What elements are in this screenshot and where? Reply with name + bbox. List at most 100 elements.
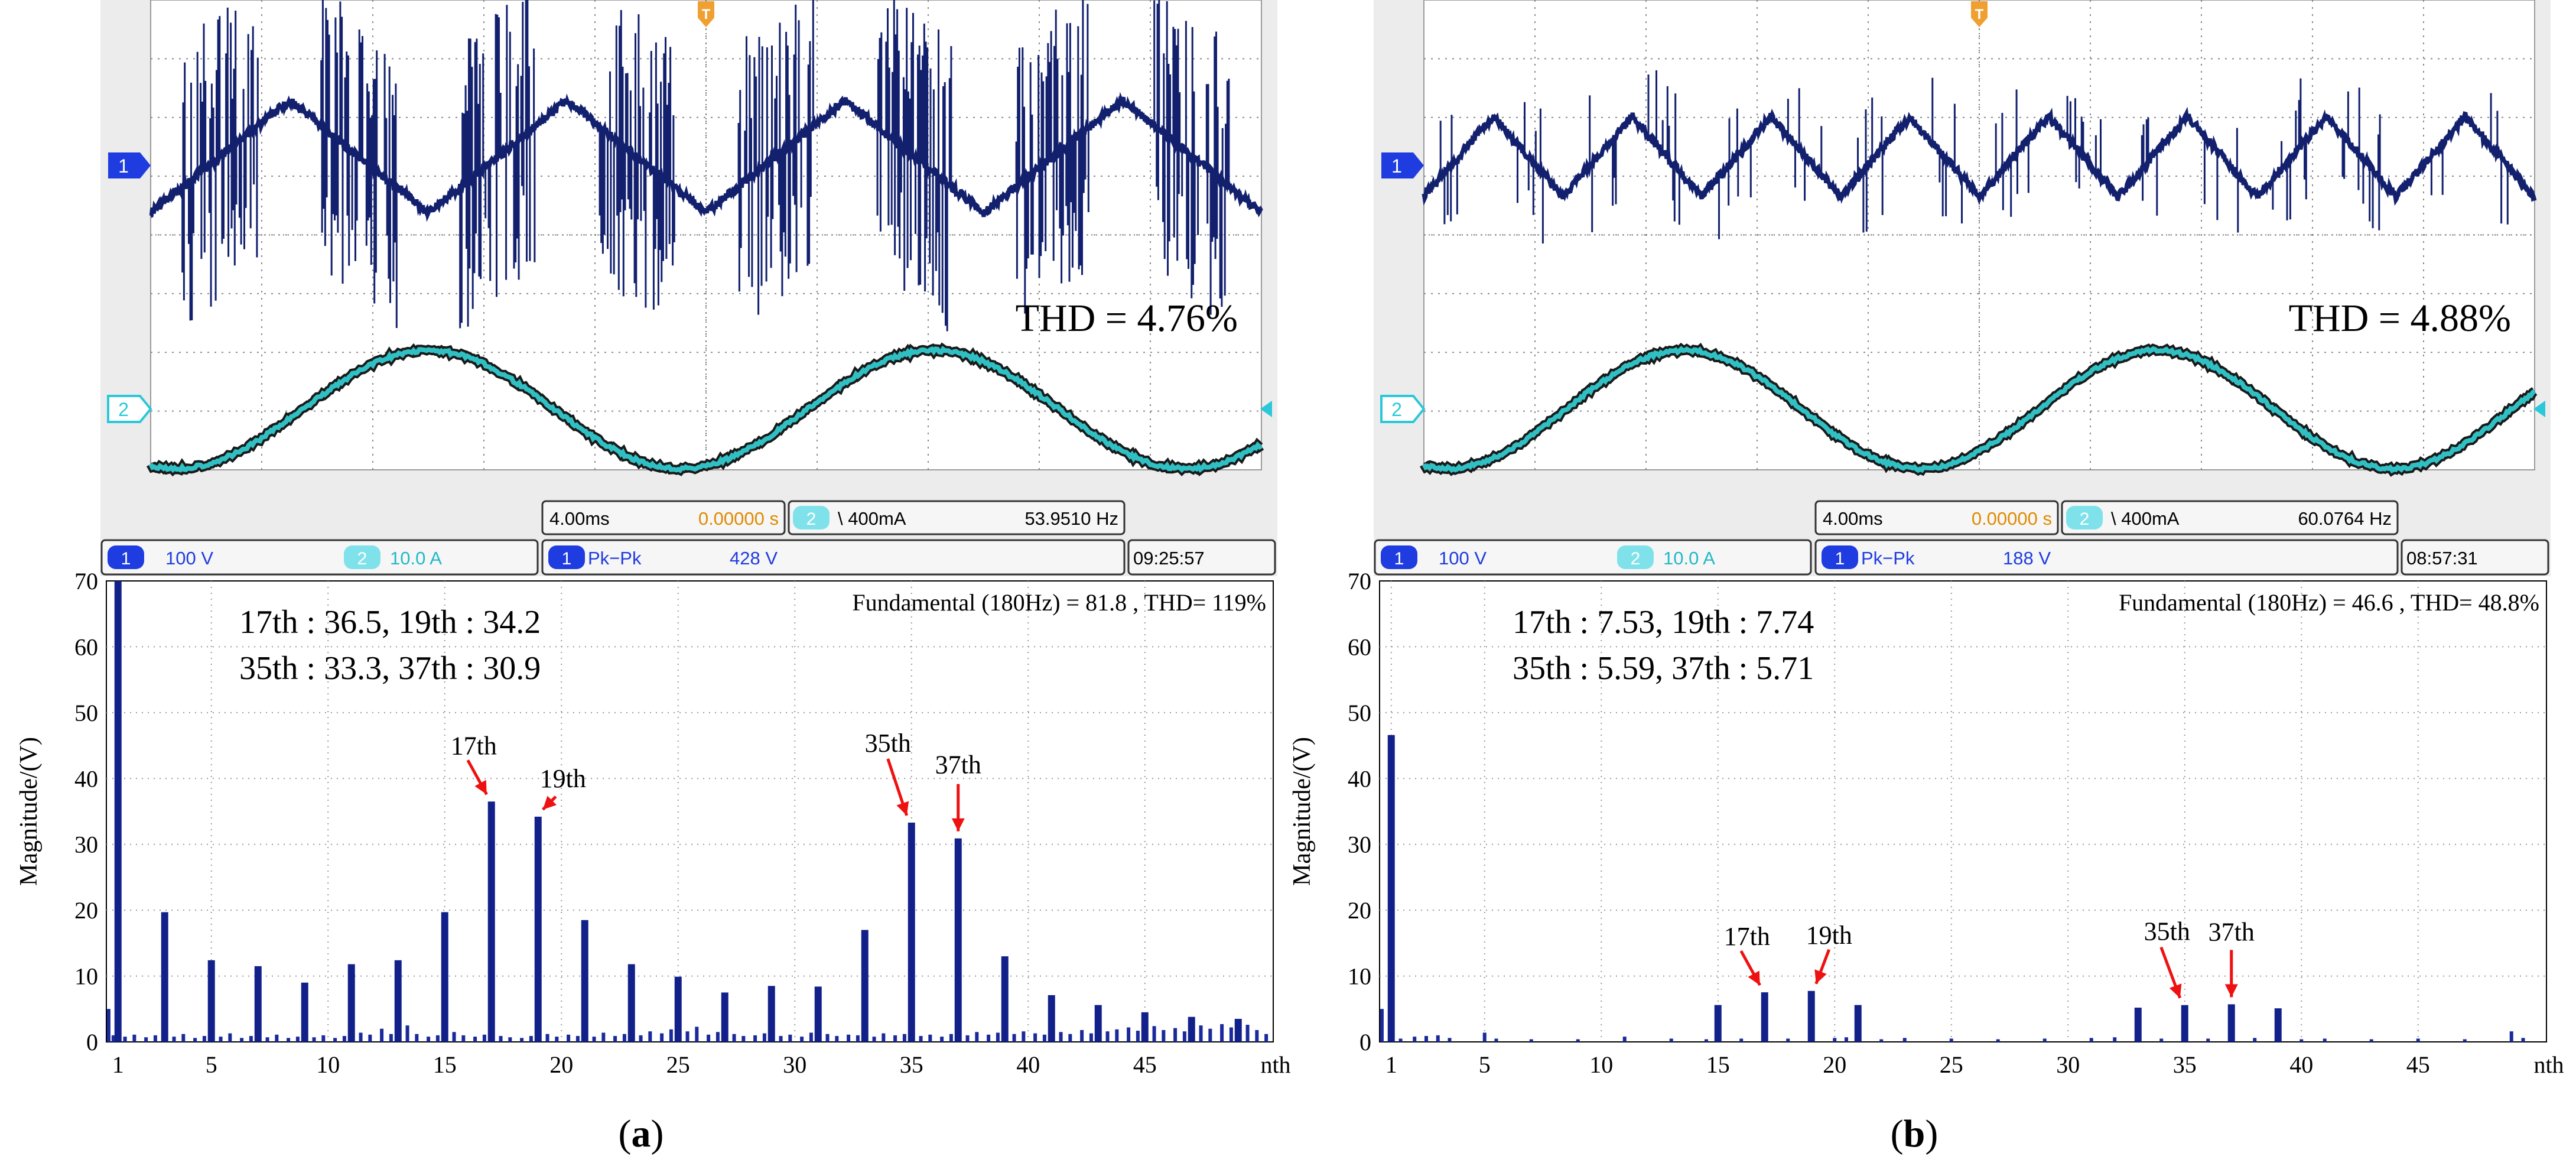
harmonic-bar [114, 581, 122, 1042]
trigger-frequency: 53.9510 Hz [1024, 508, 1118, 529]
minor-harmonic-bar [613, 1035, 617, 1042]
minor-harmonic-bar [2369, 1039, 2373, 1042]
harmonic-bar [441, 912, 448, 1042]
y-tick-label: 70 [1348, 568, 1371, 595]
y-axis-label: Magnitude/(V) [15, 737, 43, 886]
harmonic-bar [627, 964, 635, 1042]
channel-1-marker-label: 1 [118, 155, 129, 177]
y-axis-label: Magnitude/(V) [1289, 737, 1316, 886]
minor-harmonic-bar [1902, 1038, 1907, 1042]
harmonic-bar [1234, 1019, 1242, 1042]
x-tick-label: 15 [433, 1051, 457, 1078]
minor-harmonic-bar [622, 1034, 626, 1042]
minor-harmonic-bar [435, 1035, 440, 1042]
harmonic-bar [1141, 1012, 1149, 1042]
y-tick-label: 60 [74, 634, 98, 660]
minor-harmonic-bar [902, 1034, 906, 1042]
minor-harmonic-bar [940, 1037, 944, 1042]
minor-harmonic-bar [1833, 1038, 1837, 1042]
measurement-channel-badge [1822, 545, 1858, 569]
harmonic-bar [1714, 1005, 1722, 1042]
measurement-channel: 1 [562, 549, 572, 569]
minor-harmonic-bar [265, 1037, 269, 1042]
minor-harmonic-bar [2416, 1038, 2420, 1042]
channel-2-badge [1617, 545, 1654, 569]
trigger-position-icon [698, 1, 714, 27]
channel-1-scale: 100 V [1439, 548, 1487, 569]
minor-harmonic-bar [1494, 1038, 1498, 1042]
minor-harmonic-bar [1996, 1039, 2000, 1042]
harmonic-bar [1048, 995, 1055, 1042]
channel-1-marker [108, 152, 151, 178]
trigger-box [2061, 500, 2399, 535]
minor-harmonic-bar [1482, 1032, 1487, 1042]
minor-harmonic-bar [1705, 1039, 1708, 1042]
minor-harmonic-bar [856, 1035, 860, 1042]
x-tick-label: 10 [316, 1051, 340, 1078]
minor-harmonic-bar [1089, 1033, 1093, 1042]
trigger-level: \ 400mA [838, 508, 906, 529]
panel-caption-letter: b [1904, 1112, 1926, 1155]
minor-harmonic-bar [249, 1035, 253, 1042]
x-tick-label: 10 [1589, 1051, 1613, 1078]
minor-harmonic-bar [1398, 1038, 1403, 1042]
measurement-name: Pk−Pk [1861, 548, 1915, 569]
harmonic-bar [1761, 992, 1768, 1042]
minor-harmonic-bar [788, 1034, 792, 1042]
minor-harmonic-bar [2206, 1038, 2210, 1042]
x-tick-label: 30 [783, 1051, 806, 1078]
minor-harmonic-bar [1033, 1033, 1037, 1042]
minor-harmonic-bar [800, 1037, 804, 1042]
harmonic-bar [814, 986, 822, 1042]
x-tick-label: 40 [2289, 1051, 2313, 1078]
harmonic-arrow-label: 19th [1806, 921, 1852, 950]
x-tick-label: 1 [1385, 1051, 1397, 1078]
minor-harmonic-bar [2113, 1037, 2117, 1042]
minor-harmonic-bar [928, 1034, 932, 1042]
harmonic-arrow-label: 17th [1724, 922, 1770, 951]
minor-harmonic-bar [461, 1035, 466, 1042]
minor-harmonic-bar [1162, 1029, 1166, 1042]
minor-harmonic-bar [415, 1034, 419, 1042]
channel-1-badge-label: 1 [1394, 549, 1404, 569]
y-tick-label: 10 [1348, 963, 1371, 990]
harmonic-arrow-label: 17th [451, 731, 497, 760]
channel-1-badge [108, 545, 144, 569]
minor-harmonic-bar [368, 1034, 372, 1042]
measurement-channel: 1 [1835, 549, 1845, 569]
minor-harmonic-bar [1229, 1027, 1233, 1042]
harmonic-annotation-line: 17th : 36.5, 19th : 34.2 [239, 604, 541, 641]
minor-harmonic-bar [1220, 1024, 1224, 1042]
harmonic-bar [301, 982, 308, 1042]
trigger-position-glyph: T [702, 7, 711, 22]
harmonic-bar [1387, 735, 1395, 1042]
minor-harmonic-bar [1436, 1035, 1440, 1042]
minor-harmonic-bar [1136, 1031, 1140, 1042]
harmonic-arrow-label: 35th [865, 729, 911, 758]
x-tick-label: 30 [2056, 1051, 2080, 1078]
minor-harmonic-bar [1424, 1035, 1428, 1042]
minor-harmonic-bar [2042, 1038, 2047, 1042]
harmonic-bar [2227, 1004, 2235, 1042]
channel-1-badge-label: 1 [121, 549, 131, 569]
y-tick-label: 60 [1348, 634, 1371, 660]
y-tick-label: 30 [74, 832, 98, 858]
y-tick-label: 0 [86, 1029, 98, 1055]
harmonic-bar [861, 930, 869, 1042]
measurement-name: Pk−Pk [588, 548, 642, 569]
minor-harmonic-bar [1059, 1032, 1063, 1042]
channel-2-scale: 10.0 A [1663, 548, 1715, 569]
x-tick-label: 5 [1479, 1051, 1491, 1078]
x-tick-label: 35 [900, 1051, 923, 1078]
channel-1-scale: 100 V [165, 548, 213, 569]
harmonic-arrow-head [896, 801, 909, 816]
measurement-value: 428 V [730, 548, 778, 569]
minor-harmonic-bar [732, 1034, 736, 1042]
channel-scale-box [1374, 539, 1812, 576]
trigger-position-glyph: T [1975, 7, 1984, 22]
x-tick-label: 45 [1133, 1051, 1157, 1078]
y-tick-label: 70 [74, 568, 98, 595]
minor-harmonic-bar [695, 1027, 699, 1042]
minor-harmonic-bar [707, 1034, 711, 1042]
minor-harmonic-bar [1152, 1026, 1156, 1042]
